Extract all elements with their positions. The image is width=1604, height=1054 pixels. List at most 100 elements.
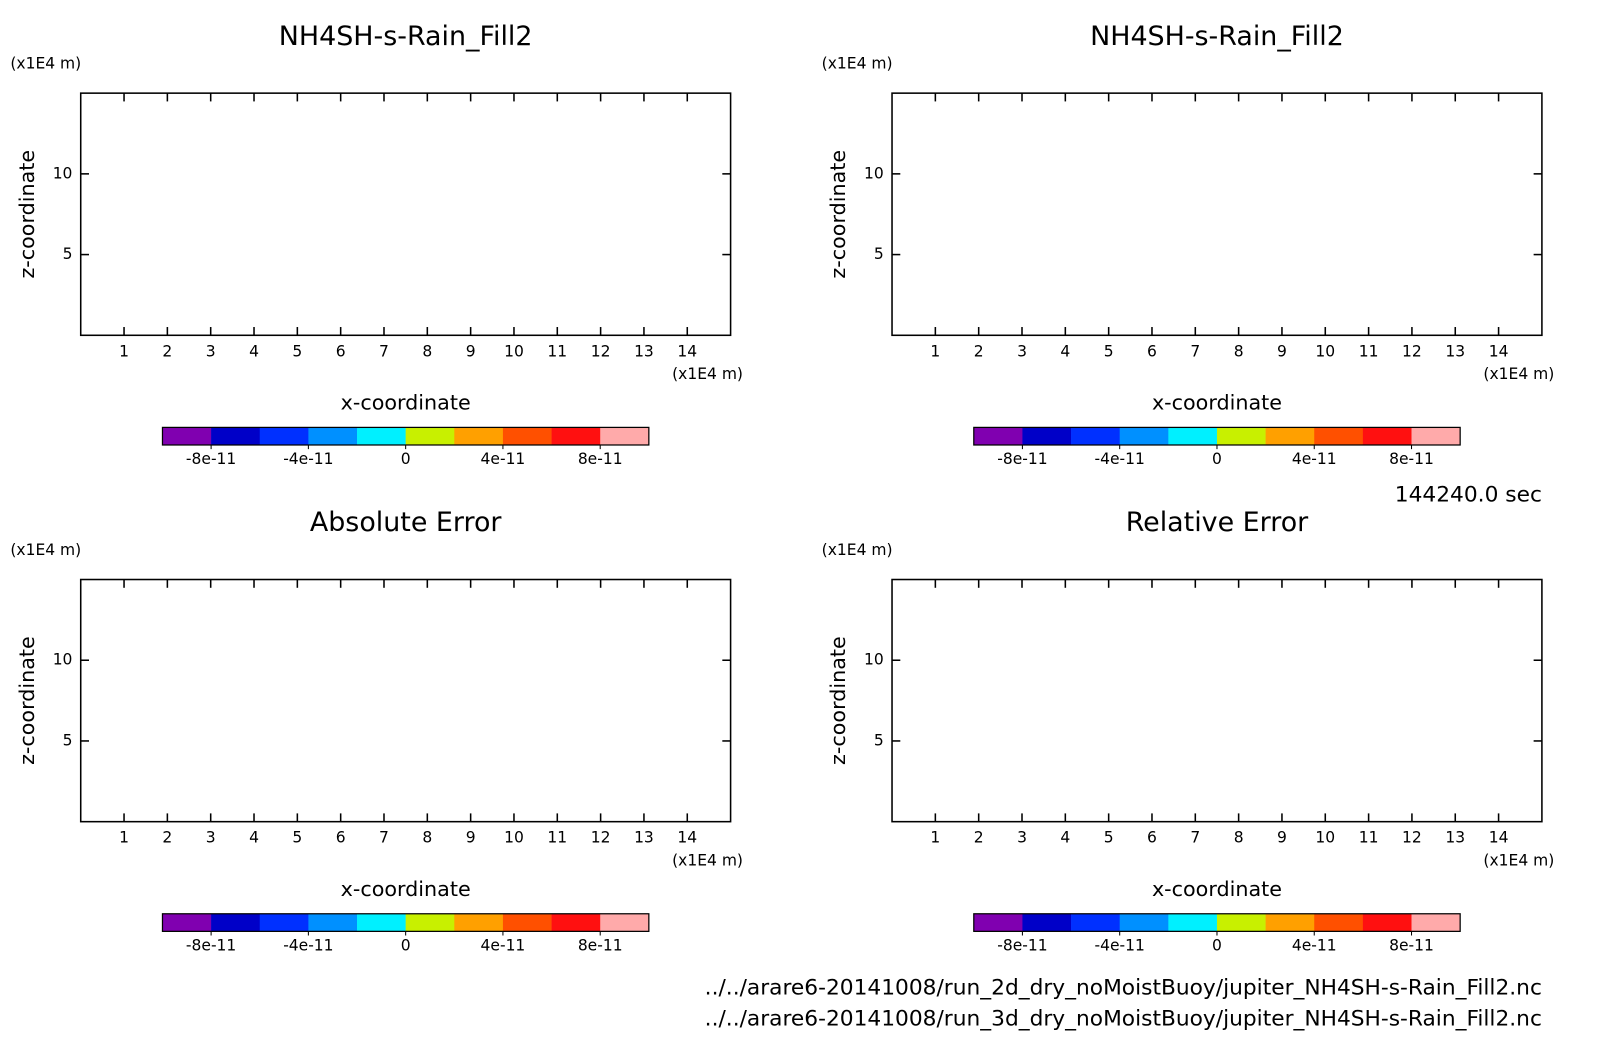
y-tick-label: 5 xyxy=(874,731,884,749)
x-tick-label: 8 xyxy=(1234,342,1244,360)
y-unit: (x1E4 m) xyxy=(10,55,81,73)
y-tick-label: 10 xyxy=(864,164,884,182)
colorbar-tick-label: 4e-11 xyxy=(1292,450,1337,468)
panel-title: NH4SH-s-Rain_Fill2 xyxy=(1090,21,1344,52)
x-tick-label: 4 xyxy=(249,829,259,847)
colorbar-band xyxy=(259,913,309,932)
x-tick-label: 1 xyxy=(119,342,129,360)
x-label: x-coordinate xyxy=(1152,391,1282,415)
x-tick-label: 8 xyxy=(1234,829,1244,847)
y-tick-label: 5 xyxy=(874,245,884,263)
file-path: ../../arare6-20141008/run_2d_dry_noMoist… xyxy=(705,975,1542,1000)
y-tick-label: 10 xyxy=(53,651,73,669)
y-unit: (x1E4 m) xyxy=(822,541,893,559)
plot-frame xyxy=(79,92,732,337)
colorbar-band xyxy=(1119,427,1169,445)
colorbar-band xyxy=(1362,427,1412,445)
x-tick-label: 13 xyxy=(1445,829,1465,847)
x-tick-label: 11 xyxy=(547,342,567,360)
colorbar-tick-label: -8e-11 xyxy=(997,450,1047,468)
colorbar-band xyxy=(259,427,309,445)
x-tick-label: 8 xyxy=(422,342,432,360)
colorbar-band xyxy=(1216,427,1266,445)
x-tick-label: 4 xyxy=(1060,829,1070,847)
colorbar-band xyxy=(551,913,601,932)
colorbar-tick-label: 8e-11 xyxy=(578,936,623,954)
x-label: x-coordinate xyxy=(341,877,471,901)
x-tick-label: 5 xyxy=(1104,829,1114,847)
x-label: x-coordinate xyxy=(1152,877,1282,901)
y-unit: (x1E4 m) xyxy=(10,541,81,559)
x-tick-label: 4 xyxy=(249,342,259,360)
colorbar-band xyxy=(1411,913,1461,932)
colorbar-tick-label: -8e-11 xyxy=(186,936,236,954)
colorbar-tick-label: 8e-11 xyxy=(1389,936,1434,954)
x-tick-label: 7 xyxy=(379,342,389,360)
x-tick-label: 2 xyxy=(162,342,172,360)
colorbar-band xyxy=(600,913,650,932)
colorbar-band xyxy=(308,427,358,445)
colorbar-band xyxy=(1216,913,1266,932)
y-label: z-coordinate xyxy=(15,636,39,765)
x-unit: (x1E4 m) xyxy=(1483,851,1554,869)
x-tick-label: 8 xyxy=(422,829,432,847)
x-tick-label: 14 xyxy=(1489,829,1509,847)
colorbar-band xyxy=(1071,913,1121,932)
panel-title: Relative Error xyxy=(1126,507,1309,538)
y-tick-label: 5 xyxy=(63,731,73,749)
colorbar-tick-label: -4e-11 xyxy=(283,936,333,954)
x-tick-label: 6 xyxy=(1147,342,1157,360)
colorbar-band xyxy=(405,427,455,445)
colorbar-band xyxy=(1022,913,1072,932)
colorbar-tick-label: -4e-11 xyxy=(1095,936,1145,954)
colorbar-band xyxy=(211,913,261,932)
x-tick-label: 10 xyxy=(504,829,524,847)
x-tick-label: 12 xyxy=(1402,342,1422,360)
plot-frame xyxy=(79,578,732,823)
x-tick-label: 6 xyxy=(336,342,346,360)
colorbar-band xyxy=(600,427,650,445)
y-unit: (x1E4 m) xyxy=(822,55,893,73)
colorbar-tick-label: 4e-11 xyxy=(481,450,526,468)
y-label: z-coordinate xyxy=(15,150,39,279)
plot-frame xyxy=(891,92,1543,337)
y-label: z-coordinate xyxy=(826,150,850,279)
x-tick-label: 1 xyxy=(930,342,940,360)
x-tick-label: 2 xyxy=(162,829,172,847)
panel-title: Absolute Error xyxy=(310,507,503,538)
colorbar-tick-label: 4e-11 xyxy=(481,936,526,954)
x-tick-label: 10 xyxy=(504,342,524,360)
x-tick-label: 2 xyxy=(974,829,984,847)
panel-title: NH4SH-s-Rain_Fill2 xyxy=(279,21,533,52)
x-tick-label: 7 xyxy=(1190,342,1200,360)
colorbar-band xyxy=(308,913,358,932)
colorbar-band xyxy=(1265,427,1315,445)
colorbar-band xyxy=(1119,913,1169,932)
x-tick-label: 14 xyxy=(677,342,697,360)
colorbar-band xyxy=(405,913,455,932)
x-tick-label: 12 xyxy=(591,342,611,360)
x-tick-label: 10 xyxy=(1315,342,1335,360)
colorbar-band xyxy=(1314,427,1364,445)
plot-frame xyxy=(891,578,1543,823)
colorbar-band xyxy=(551,427,601,445)
x-tick-label: 10 xyxy=(1315,829,1335,847)
colorbar-tick-label: -4e-11 xyxy=(283,450,333,468)
colorbar-tick-label: 0 xyxy=(401,450,411,468)
colorbar-tick-label: 0 xyxy=(1212,936,1222,954)
y-tick-label: 10 xyxy=(53,164,73,182)
colorbar-band xyxy=(211,427,261,445)
x-tick-label: 5 xyxy=(1104,342,1114,360)
x-tick-label: 1 xyxy=(930,829,940,847)
colorbar-tick-label: 8e-11 xyxy=(578,450,623,468)
x-tick-label: 11 xyxy=(547,829,567,847)
colorbar-band xyxy=(502,427,552,445)
colorbar-band xyxy=(1265,913,1315,932)
x-unit: (x1E4 m) xyxy=(672,851,743,869)
x-tick-label: 3 xyxy=(1017,829,1027,847)
x-tick-label: 14 xyxy=(1489,342,1509,360)
colorbar-tick-label: -8e-11 xyxy=(997,936,1047,954)
colorbar-band xyxy=(162,427,212,445)
